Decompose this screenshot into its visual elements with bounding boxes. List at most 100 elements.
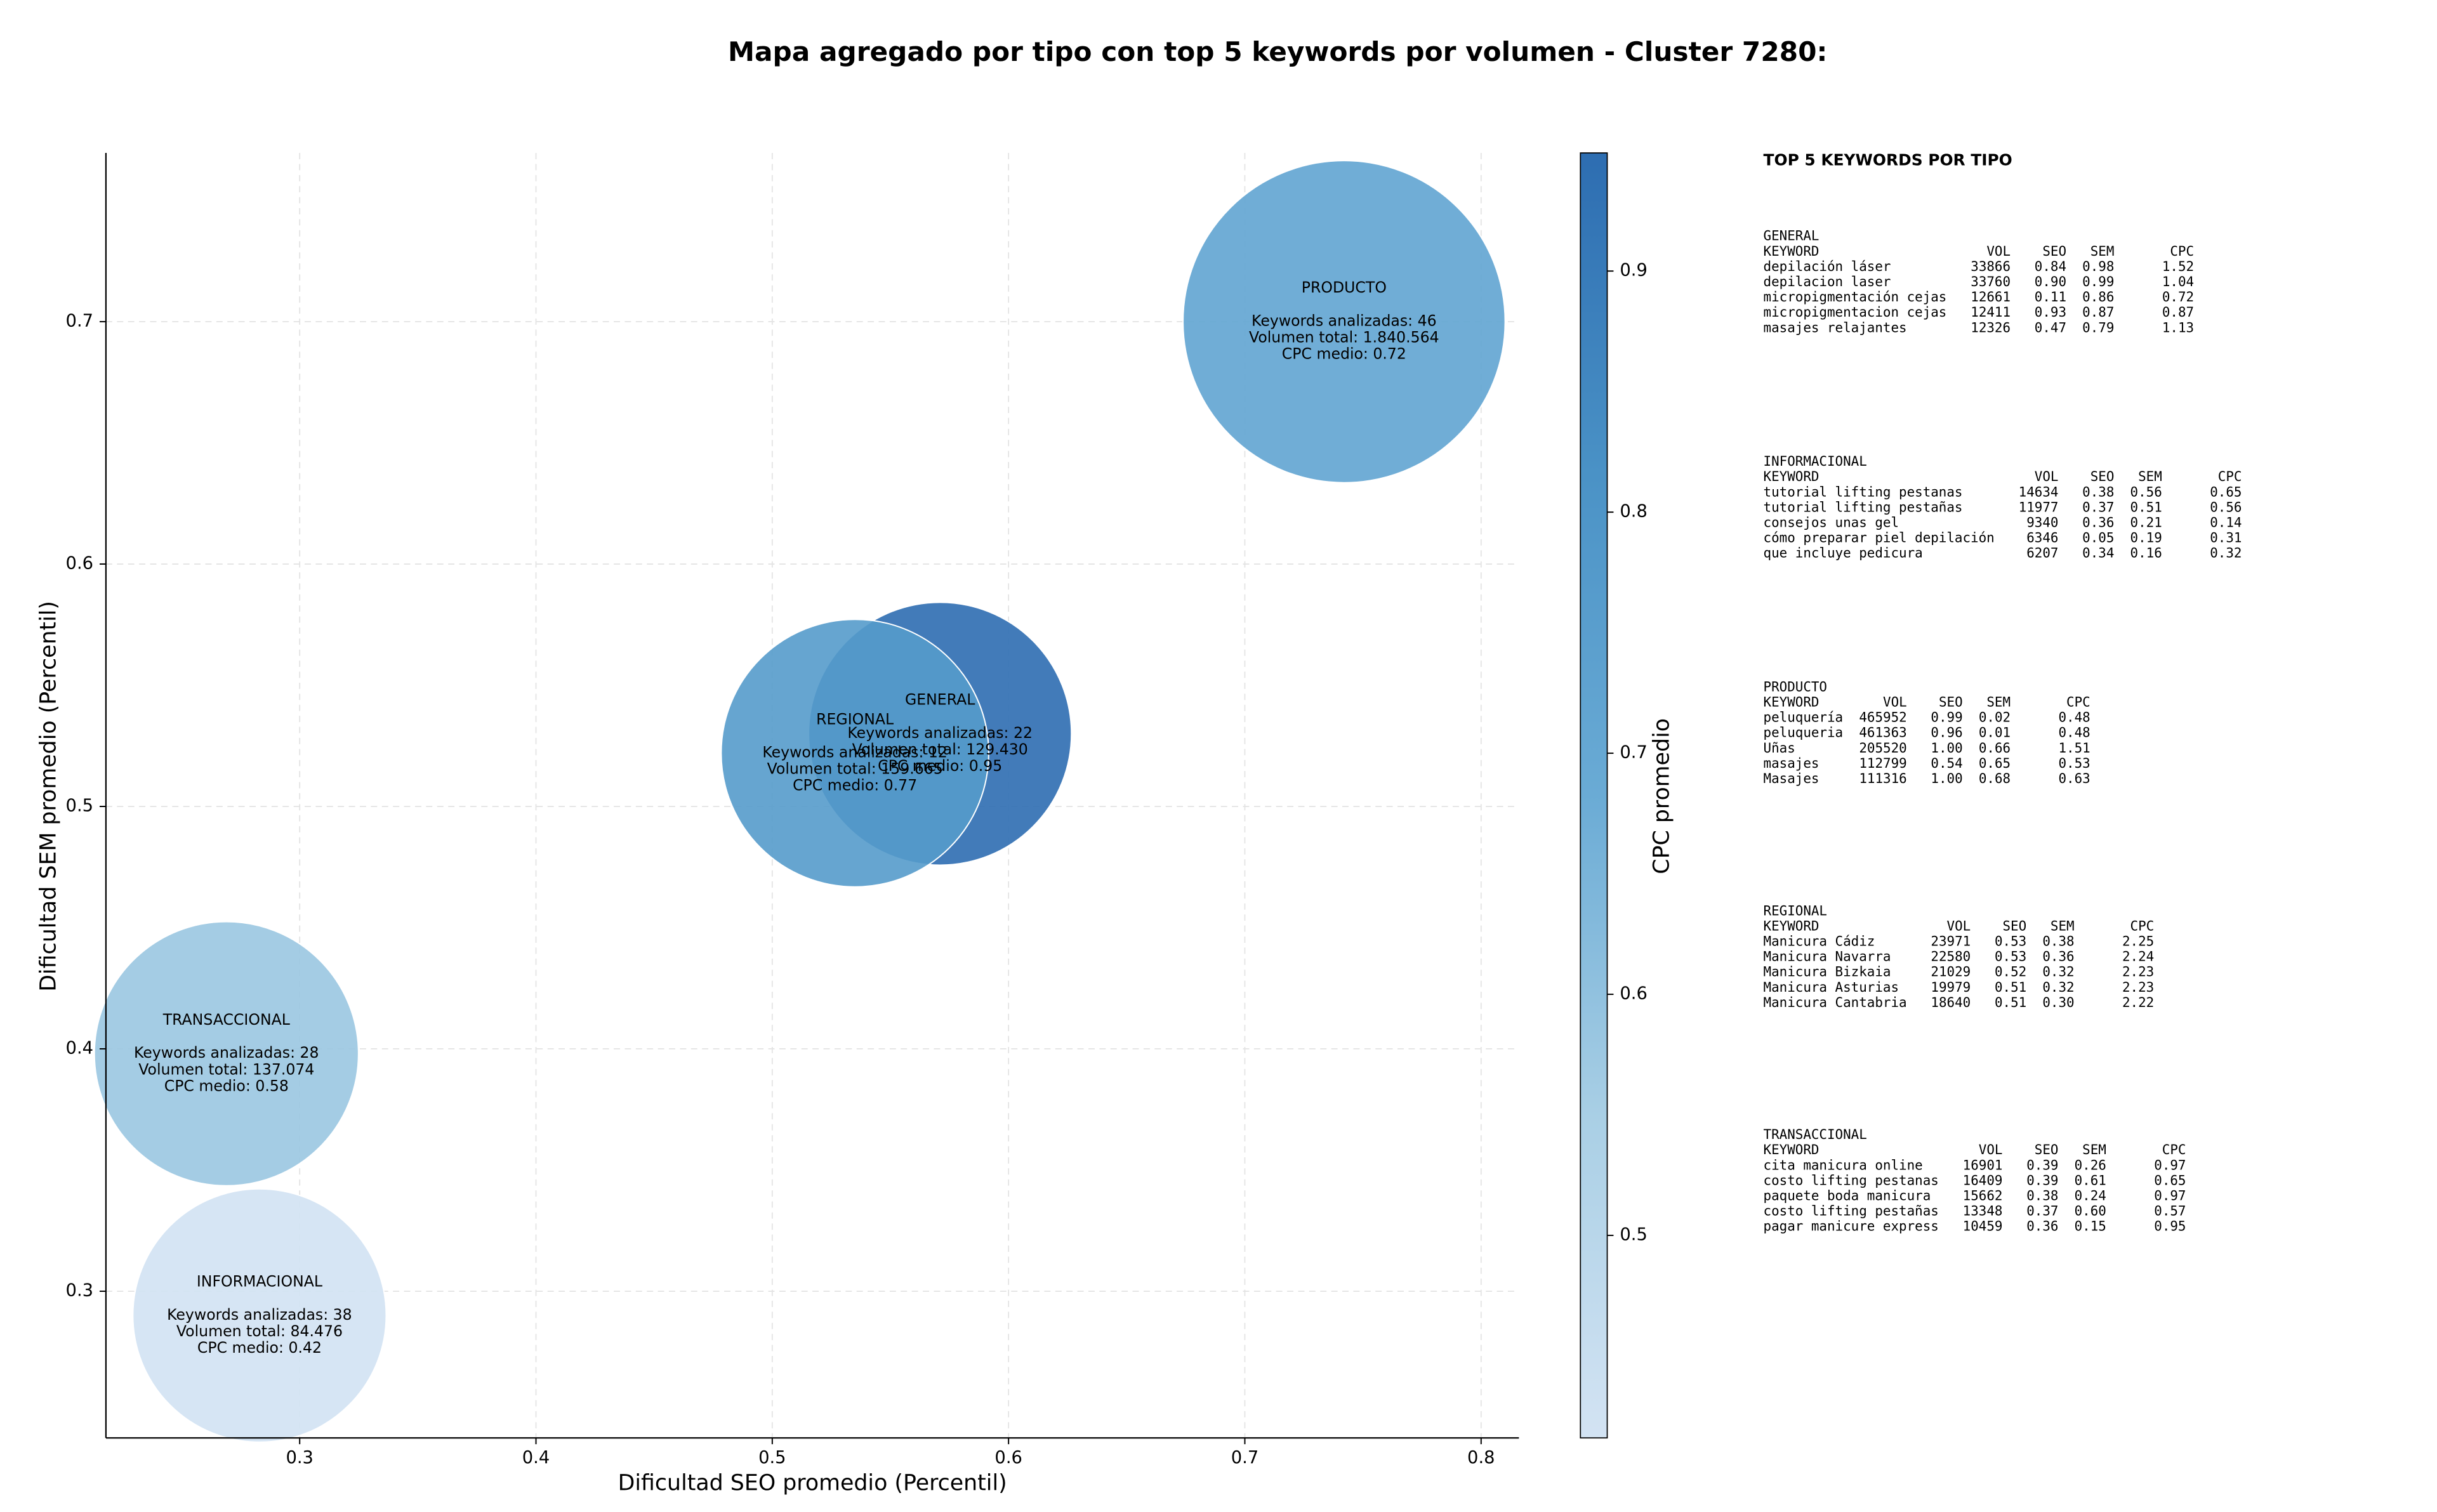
- axes: 0.3 0.4 0.5 0.6 0.7 0.8 0.3 0.4 0.5 0.6 0.7 0.5 0.6 0…: [66, 152, 1648, 1468]
- panel-title: TOP 5 KEYWORDS POR TIPO: [1764, 150, 2012, 169]
- table-cell: 0.60: [2075, 1204, 2106, 1219]
- table-cell: cómo preparar piel depilación: [1764, 530, 1995, 546]
- table-header: KEYWORD: [1764, 469, 1819, 484]
- bubble-annotation: Volumen total: 84.476: [176, 1322, 343, 1340]
- table-cell: 0.34: [2082, 546, 2114, 561]
- group-name: INFORMACIONAL: [1764, 454, 1867, 469]
- table-cell: Masajes: [1764, 771, 1819, 786]
- bubble-annotation: Volumen total: 1.840.564: [1249, 329, 1439, 346]
- table-cell: costo lifting pestañas: [1764, 1204, 1939, 1219]
- table-cell: 0.37: [2082, 499, 2114, 515]
- bubble-annotation: CPC medio: 0.58: [164, 1077, 289, 1095]
- table-cell: 0.14: [2210, 515, 2242, 530]
- bubble-name: PRODUCTO: [1302, 279, 1387, 296]
- table-cell: 0.98: [2082, 259, 2114, 274]
- table-header: VOL: [1979, 1142, 2003, 1157]
- table-cell: 0.47: [2035, 320, 2066, 335]
- table-cell: 0.11: [2035, 289, 2066, 305]
- table-header: KEYWORD: [1764, 918, 1819, 933]
- table-cell: 2.22: [2122, 995, 2154, 1010]
- table-header: SEM: [2138, 469, 2162, 484]
- x-tick-label: 0.6: [994, 1448, 1022, 1468]
- table-header: KEYWORD: [1764, 244, 1819, 259]
- table-header: CPC: [2170, 244, 2194, 259]
- bubble-annotation: Keywords analizadas: 38: [167, 1306, 352, 1324]
- y-axis-label: Dificultad SEM promedio (Percentil): [36, 601, 61, 992]
- table-header: CPC: [2066, 695, 2090, 710]
- table-cell: 0.38: [2026, 1188, 2058, 1204]
- table-cell: 13348: [1963, 1204, 2003, 1219]
- table-cell: 1.04: [2162, 274, 2194, 289]
- table-cell: 0.54: [1931, 756, 1962, 771]
- x-tick-label: 0.8: [1467, 1448, 1495, 1468]
- bubble-name: REGIONAL: [816, 710, 894, 728]
- table-cell: 33760: [1971, 274, 2011, 289]
- table-cell: masajes relajantes: [1764, 320, 1907, 335]
- table-cell: 0.68: [1979, 771, 2011, 786]
- bubble-annotation: CPC medio: 0.72: [1282, 345, 1406, 363]
- table-cell: 0.61: [2075, 1173, 2106, 1188]
- table-cell: 0.36: [2026, 1219, 2058, 1234]
- table-cell: 111316: [1859, 771, 1906, 786]
- table-cell: 0.51: [2130, 499, 2162, 515]
- x-tick-label: 0.3: [286, 1448, 313, 1468]
- table-cell: tutorial lifting pestanas: [1764, 484, 1963, 499]
- table-cell: 0.79: [2082, 320, 2114, 335]
- table-cell: 9340: [2026, 515, 2058, 530]
- table-cell: 0.65: [1979, 756, 2011, 771]
- table-cell: pagar manicure express: [1764, 1219, 1939, 1234]
- table-cell: 0.39: [2026, 1173, 2058, 1188]
- table-cell: masajes: [1764, 756, 1819, 771]
- table-cell: 0.56: [2130, 484, 2162, 499]
- colorbar-label: CPC promedio: [1649, 718, 1674, 874]
- table-cell: 0.26: [2075, 1157, 2106, 1173]
- table-cell: 112799: [1859, 756, 1906, 771]
- bubble-name: GENERAL: [905, 691, 975, 709]
- table-cell: Uñas: [1764, 740, 1795, 756]
- table-cell: 0.90: [2035, 274, 2066, 289]
- table-cell: costo lifting pestanas: [1764, 1173, 1939, 1188]
- table-cell: 0.39: [2026, 1157, 2058, 1173]
- table-cell: 0.86: [2082, 289, 2114, 305]
- table-cell: 0.05: [2082, 530, 2114, 546]
- group-name: PRODUCTO: [1764, 679, 1827, 694]
- table-cell: 0.32: [2042, 980, 2074, 995]
- table-cell: 205520: [1859, 740, 1906, 756]
- bubble-name: TRANSACCIONAL: [162, 1011, 291, 1029]
- table-cell: 0.63: [2058, 771, 2090, 786]
- bubble-annotation: CPC medio: 0.77: [793, 777, 917, 794]
- table-cell: 16409: [1963, 1173, 2003, 1188]
- table-cell: consejos unas gel: [1764, 515, 1899, 530]
- table-cell: Manicura Cádiz: [1764, 933, 1875, 949]
- table-cell: 461363: [1859, 725, 1906, 740]
- group-name: GENERAL: [1764, 228, 1819, 244]
- table-cell: cita manicura online: [1764, 1157, 1923, 1173]
- bubble: [1182, 160, 1506, 483]
- table-header: SEM: [2090, 244, 2115, 259]
- table-cell: 19979: [1931, 980, 1971, 995]
- bubble-annotation: Keywords analizadas: 46: [1252, 312, 1437, 329]
- table-cell: micropigmentacion cejas: [1764, 305, 1947, 320]
- x-tick-label: 0.5: [758, 1448, 786, 1468]
- table-cell: 12326: [1971, 320, 2011, 335]
- table-cell: depilación láser: [1764, 259, 1891, 274]
- table-cell: 6207: [2026, 546, 2058, 561]
- table-cell: 0.52: [1995, 964, 2026, 980]
- bubble-annotation: Volumen total: 129.430: [852, 740, 1028, 758]
- table-cell: micropigmentación cejas: [1764, 289, 1947, 305]
- table-cell: 0.65: [2154, 1173, 2186, 1188]
- table-cell: 0.31: [2210, 530, 2242, 546]
- colorbar: [1580, 152, 1608, 1439]
- colorbar-tick-label: 0.5: [1620, 1225, 1647, 1245]
- table-cell: 0.36: [2082, 515, 2114, 530]
- table-header: CPC: [2130, 918, 2155, 933]
- x-tick-label: 0.7: [1231, 1448, 1258, 1468]
- x-tick-label: 0.4: [522, 1448, 550, 1468]
- table-cell: 0.57: [2154, 1204, 2186, 1219]
- colorbar-tick-label: 0.9: [1620, 261, 1647, 280]
- table-cell: 0.84: [2035, 259, 2066, 274]
- table-cell: 0.56: [2210, 499, 2242, 515]
- chart-title: Mapa agregado por tipo con top 5 keyword…: [728, 36, 1827, 67]
- table-header: KEYWORD: [1764, 695, 1819, 710]
